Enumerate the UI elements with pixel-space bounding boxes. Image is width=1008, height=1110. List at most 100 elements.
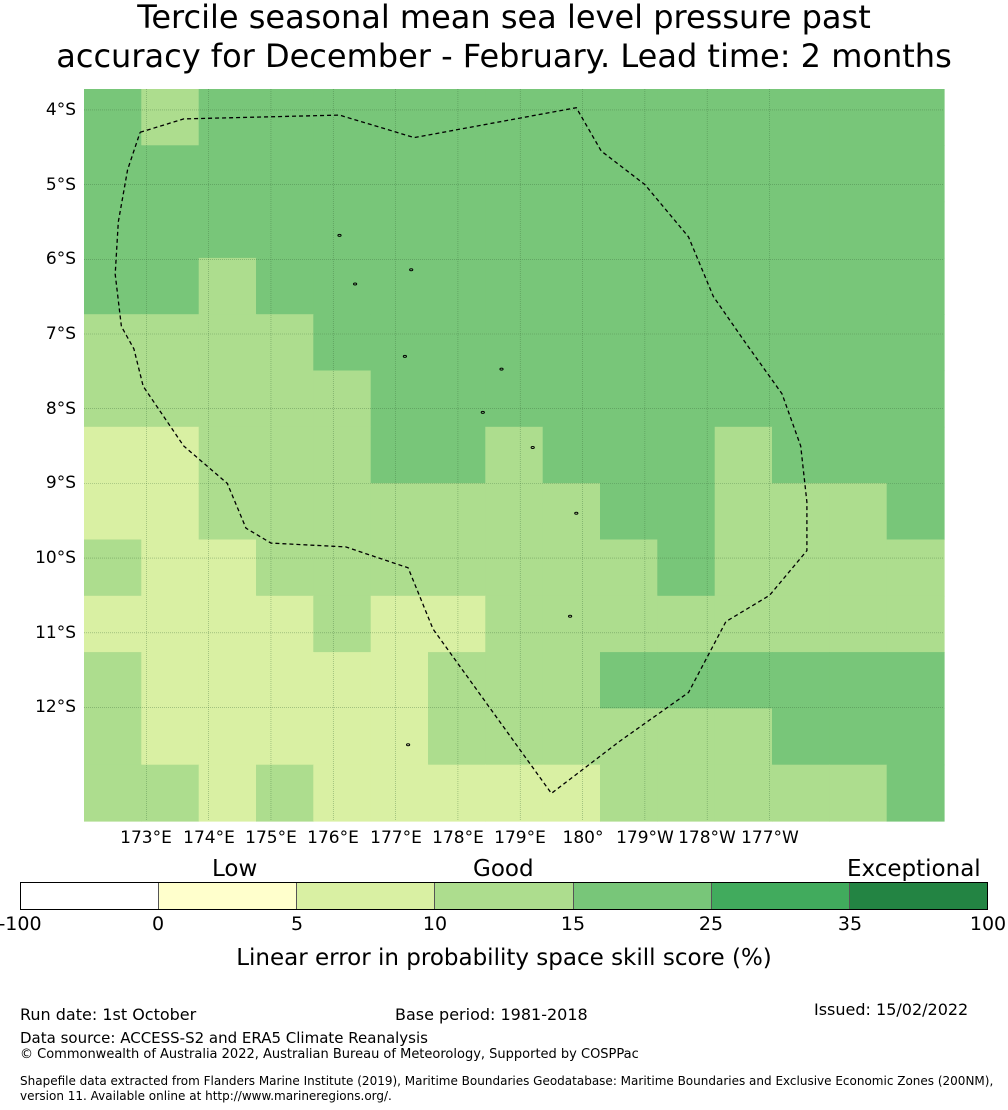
skill-cell bbox=[84, 201, 142, 259]
skill-cell bbox=[886, 708, 945, 766]
skill-cell bbox=[198, 539, 257, 597]
skill-cell bbox=[829, 652, 888, 709]
category-low-label: Low bbox=[212, 856, 258, 882]
skill-cell bbox=[141, 201, 200, 259]
skill-cell bbox=[313, 314, 372, 372]
skill-cell bbox=[313, 764, 372, 822]
island bbox=[353, 282, 358, 286]
skill-cell bbox=[84, 314, 142, 372]
skill-cell bbox=[886, 483, 945, 541]
colorbar-segment bbox=[435, 883, 574, 909]
skill-cell bbox=[485, 595, 544, 653]
skill-cell bbox=[657, 89, 716, 146]
skill-cell bbox=[772, 370, 830, 428]
skill-cell bbox=[313, 426, 372, 484]
colorbar-tick-label: 5 bbox=[290, 913, 304, 935]
skill-cell bbox=[313, 201, 372, 259]
skill-cell bbox=[886, 89, 945, 146]
skill-cell bbox=[141, 370, 200, 428]
skill-cell bbox=[714, 483, 773, 541]
skill-cell bbox=[84, 652, 142, 709]
skill-cell bbox=[542, 483, 601, 541]
skill-cell bbox=[714, 89, 773, 146]
skill-cell bbox=[84, 370, 142, 428]
skill-cell bbox=[772, 201, 830, 259]
lat-label: 12°S bbox=[35, 697, 76, 717]
skill-cell bbox=[313, 370, 372, 428]
skill-cell bbox=[84, 708, 142, 766]
skill-cell bbox=[198, 595, 257, 653]
skill-cell bbox=[485, 764, 544, 822]
skill-cell bbox=[141, 595, 200, 653]
skill-cell bbox=[600, 201, 658, 259]
colorbar-tick-label: 10 bbox=[422, 913, 448, 935]
skill-cell bbox=[198, 483, 257, 541]
skill-cell bbox=[714, 595, 773, 653]
skill-cell bbox=[198, 370, 257, 428]
skill-cell bbox=[198, 201, 257, 259]
skill-cell bbox=[84, 426, 142, 484]
skill-cell bbox=[198, 145, 257, 203]
skill-cell bbox=[772, 145, 830, 203]
island bbox=[499, 367, 504, 371]
skill-cell bbox=[428, 708, 486, 766]
skill-cell bbox=[370, 314, 429, 372]
skill-cell bbox=[772, 652, 830, 709]
skill-cell bbox=[84, 145, 142, 203]
island bbox=[568, 614, 573, 618]
lat-label: 9°S bbox=[45, 473, 76, 493]
skill-cell bbox=[829, 426, 888, 484]
lon-label: 180° bbox=[562, 828, 604, 848]
skill-cell bbox=[829, 314, 888, 372]
lon-label: 174°E bbox=[183, 828, 235, 848]
skill-cell bbox=[370, 145, 429, 203]
skill-cell bbox=[657, 314, 716, 372]
skill-cell bbox=[657, 764, 716, 822]
skill-cell bbox=[256, 764, 314, 822]
skill-cell bbox=[772, 257, 830, 315]
colorbar-tick-label: 0 bbox=[151, 913, 165, 935]
category-good-label: Good bbox=[473, 856, 534, 882]
island bbox=[402, 354, 407, 358]
skill-cell bbox=[485, 257, 544, 315]
skill-cell bbox=[714, 652, 773, 709]
skill-cell bbox=[141, 764, 200, 822]
skill-cell bbox=[428, 426, 486, 484]
run-date: Run date: 1st October bbox=[20, 1005, 197, 1024]
skill-cell bbox=[829, 708, 888, 766]
skill-cell bbox=[772, 483, 830, 541]
skill-cell bbox=[886, 539, 945, 597]
skill-cell bbox=[829, 764, 888, 822]
skill-cell bbox=[600, 708, 658, 766]
skill-cell bbox=[370, 483, 429, 541]
skill-cell bbox=[600, 483, 658, 541]
skill-cell bbox=[370, 708, 429, 766]
lon-label: 179°W bbox=[616, 828, 674, 848]
skill-cell bbox=[714, 314, 773, 372]
skill-cell bbox=[313, 257, 372, 315]
skill-cell bbox=[428, 370, 486, 428]
shapefile-credit-line-1: Shapefile data extracted from Flanders M… bbox=[20, 1074, 994, 1088]
skill-cell bbox=[256, 145, 314, 203]
skill-cell bbox=[84, 483, 142, 541]
skill-cell bbox=[600, 314, 658, 372]
skill-cell bbox=[772, 539, 830, 597]
skill-cell bbox=[657, 257, 716, 315]
skill-cell bbox=[600, 89, 658, 146]
lon-label: 178°W bbox=[678, 828, 736, 848]
skill-cell bbox=[600, 595, 658, 653]
skill-cell bbox=[428, 257, 486, 315]
data-source: Data source: ACCESS-S2 and ERA5 Climate … bbox=[20, 1029, 428, 1047]
skill-cell bbox=[141, 257, 200, 315]
skill-cell bbox=[313, 595, 372, 653]
skill-cell bbox=[198, 257, 257, 315]
skill-cell bbox=[370, 764, 429, 822]
island bbox=[574, 511, 579, 515]
skill-cell bbox=[256, 595, 314, 653]
skill-cell bbox=[485, 708, 544, 766]
skill-cell bbox=[198, 426, 257, 484]
chart-title-line-2: accuracy for December - February. Lead t… bbox=[56, 37, 952, 75]
skill-cell bbox=[600, 764, 658, 822]
skill-cell bbox=[428, 483, 486, 541]
copyright: © Commonwealth of Australia 2022, Austra… bbox=[20, 1047, 639, 1062]
